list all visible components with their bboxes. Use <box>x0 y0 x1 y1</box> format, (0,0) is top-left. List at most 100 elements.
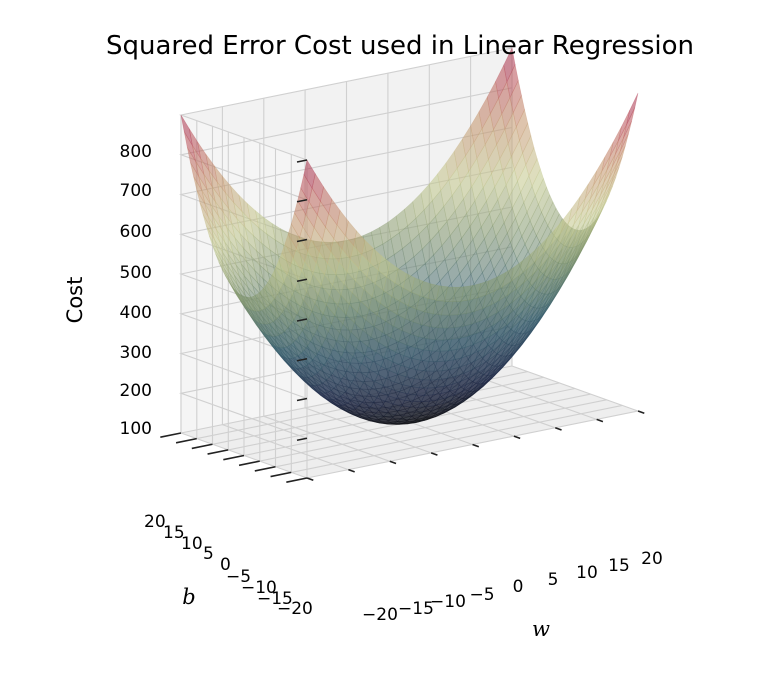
surface-facet <box>287 223 300 249</box>
cost-surface <box>180 47 639 425</box>
z-tick-label: 200 <box>120 381 152 401</box>
surface-facet <box>307 376 321 386</box>
surface-facet <box>515 329 528 347</box>
surface-facet <box>607 167 620 195</box>
surface-facet <box>485 276 498 296</box>
b-axis-label: b <box>182 585 195 609</box>
surface-facet <box>407 421 419 425</box>
surface-facet <box>299 299 313 320</box>
surface-facet <box>474 186 487 216</box>
surface-facet <box>303 159 316 190</box>
surface-facet <box>368 415 382 421</box>
surface-facet <box>518 253 531 277</box>
surface-facet <box>421 415 434 421</box>
chart-title: Squared Error Cost used in Linear Regres… <box>106 31 694 61</box>
z-tick-label: 300 <box>120 343 152 363</box>
surface-facet <box>307 340 320 357</box>
surface-facet <box>526 311 539 330</box>
surface-facet <box>196 190 209 217</box>
surface-facet <box>243 296 257 312</box>
surface-facet <box>458 386 472 398</box>
surface-facet <box>327 250 340 275</box>
surface-facet <box>517 333 530 350</box>
surface-facet <box>404 201 417 227</box>
surface-facet <box>340 375 353 388</box>
z-tick-mark <box>296 397 308 402</box>
surface-facet <box>284 357 298 369</box>
surface-facet <box>475 317 489 334</box>
surface-facet <box>301 260 314 284</box>
surface-facet <box>366 368 379 382</box>
surface-facet <box>427 407 441 415</box>
b-tick-mark <box>191 443 213 450</box>
z-tick-mark <box>296 357 308 362</box>
surface-facet <box>338 248 351 273</box>
z-tick-label: 600 <box>120 222 152 242</box>
surface-facet <box>470 308 484 325</box>
surface-facet <box>493 271 507 292</box>
surface-facet <box>626 92 639 125</box>
z-tick-label: 800 <box>120 142 152 162</box>
surface-facet <box>203 174 216 202</box>
b-tick-mark <box>175 437 197 444</box>
surface-facet <box>351 413 364 419</box>
z-tick-label: 500 <box>120 263 152 283</box>
surface-facet <box>418 324 431 339</box>
surface-facet <box>287 357 301 369</box>
surface-facet <box>201 190 214 218</box>
surface-facet <box>360 412 374 418</box>
surface-facet <box>392 351 405 366</box>
z-axis-label: Cost <box>63 277 87 324</box>
surface-facet <box>359 417 372 422</box>
surface-facet <box>354 414 367 419</box>
z-tick-mark <box>296 318 308 322</box>
b-tick-labels: 20 15 10 5 0 −5 −10 −15 −20 <box>144 512 313 619</box>
surface-facet <box>437 162 450 192</box>
surface-facet <box>209 203 222 230</box>
surface-facet <box>348 409 362 416</box>
z-tick-label: 400 <box>120 303 152 323</box>
surface-facet <box>491 158 504 188</box>
surface-facet <box>207 216 220 242</box>
w-tick-labels: −20 −15 −10 −5 0 5 10 15 20 <box>362 549 663 625</box>
b-tick-mark <box>223 454 245 461</box>
surface-facet <box>381 400 394 410</box>
surface-facet <box>466 350 479 366</box>
b-tick-mark <box>207 449 229 455</box>
surface-facet <box>402 241 415 265</box>
w-tick-mark <box>389 460 397 465</box>
b-tick-mark <box>160 432 182 438</box>
surface-facet <box>215 254 228 277</box>
b-tick-mark <box>254 465 276 472</box>
surface-facet <box>276 346 290 359</box>
surface-facet <box>352 407 365 415</box>
w-tick-mark <box>637 410 645 415</box>
w-tick-mark <box>430 452 438 456</box>
surface-facet <box>299 225 312 252</box>
w-tick-mark <box>472 443 480 448</box>
surface-facet <box>377 255 391 278</box>
surface-facet <box>377 365 390 379</box>
b-tick-label: −10 <box>241 578 277 598</box>
surface-facet <box>365 417 379 422</box>
b-tick-label: −20 <box>277 599 313 619</box>
surface-facet <box>498 347 511 363</box>
surface-facet <box>259 322 273 337</box>
surface-facet <box>444 349 458 362</box>
z-tick-mark <box>296 437 308 442</box>
axis-ticks <box>160 159 645 483</box>
surface-facet <box>439 400 453 409</box>
surface-facet <box>221 175 235 204</box>
surface-facet <box>374 419 387 424</box>
surface-facet <box>379 385 392 397</box>
surface-facet <box>231 285 244 304</box>
b-tick-label: −15 <box>257 589 293 609</box>
surface-facet <box>202 214 215 240</box>
surface-facet <box>398 330 411 346</box>
surface-facet <box>425 399 439 408</box>
surface-facet <box>457 299 470 316</box>
z-tick-label: 100 <box>120 419 152 439</box>
w-tick-label: 10 <box>576 563 598 583</box>
b-tick-mark <box>238 460 260 467</box>
